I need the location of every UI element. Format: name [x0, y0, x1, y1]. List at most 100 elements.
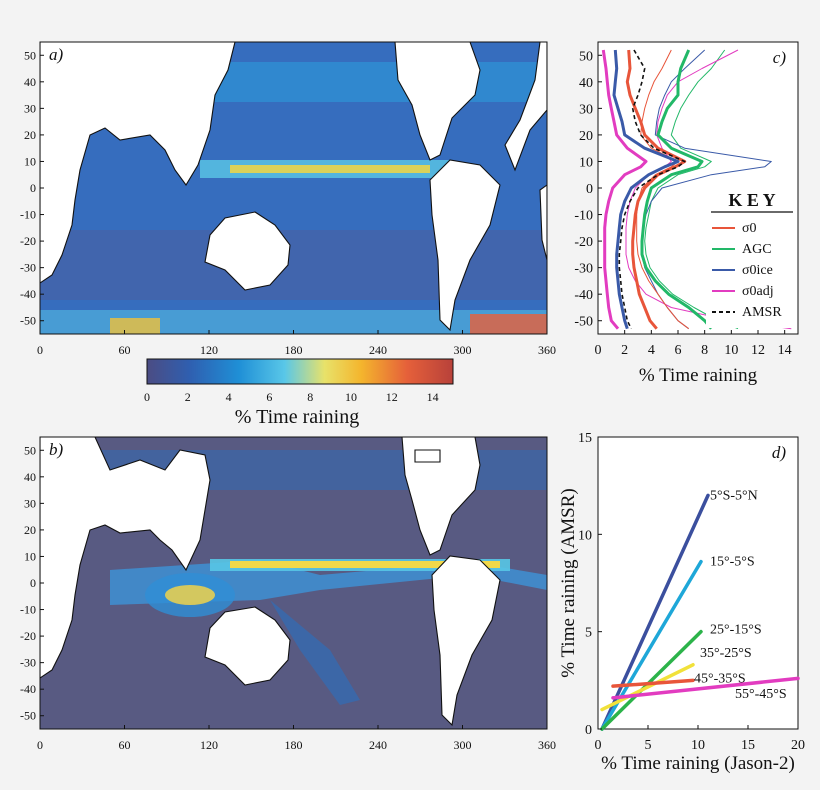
legend-entry-label: AMSR	[742, 305, 782, 320]
colorbar-tick-label: 6	[266, 390, 272, 404]
panel-a-south-patch-1	[110, 318, 160, 334]
regression-line	[611, 678, 695, 688]
y-tick-label: 10	[24, 549, 36, 563]
legend-entry-label: σ0ice	[742, 263, 773, 278]
x-tick-label: 0	[37, 738, 43, 752]
x-tick-label: 10	[724, 343, 738, 358]
x-tick-label: 0	[595, 738, 602, 753]
y-tick-label: 10	[24, 154, 36, 168]
series-label: 45°-35°S	[694, 671, 746, 686]
colorbar-bar	[146, 358, 454, 385]
y-tick-label: 50	[24, 48, 36, 62]
y-tick-label: 20	[24, 523, 36, 537]
x-tick-label: 20	[791, 738, 805, 753]
series-line-0-thin	[636, 49, 689, 330]
colorbar: 0 2 4 6 8 10 12 14 % Time raining	[144, 358, 454, 428]
colorbar-tick-label: 2	[185, 390, 191, 404]
panel-b-y-ticks: 50 40 30 20 10 0 -10 -20 -30 -40 -50	[20, 443, 44, 723]
y-tick-label: 30	[24, 101, 36, 115]
x-tick-label: 14	[778, 343, 792, 358]
panel-b-maritime-core	[165, 585, 215, 605]
panel-c-profile: c) 0 2 4 6 8 10 12 14 50 40 30 20 10 0 -10 -20 -30 -40 -5…	[574, 41, 799, 386]
panel-a-y-ticks: 50 40 30 20 10 0 -10 -20 -30 -40 -50	[20, 48, 44, 328]
panel-d-scatter: 5°S-5°N15°-5°S25°-15°S35°-25°S45°-35°S55…	[558, 431, 805, 774]
x-tick-label: 120	[200, 738, 218, 752]
x-tick-label: 12	[751, 343, 765, 358]
panel-d-series: 5°S-5°N 15°-5°S 25°-15°S 35°-25°S 45°-35°S55…	[600, 488, 800, 731]
series-label: 55°-45°S	[735, 687, 787, 702]
y-tick-label: 40	[579, 76, 593, 91]
panel-c-label: c)	[773, 48, 787, 67]
series-label: 15°-5°S	[710, 554, 755, 569]
legend-background	[706, 182, 796, 328]
y-tick-label: 5	[585, 626, 592, 641]
x-tick-label: 360	[538, 343, 556, 357]
y-tick-label: 40	[24, 75, 36, 89]
panel-b-x-ticks: 0 60 120 180 240 300 360	[37, 725, 556, 752]
y-tick-label: -40	[20, 287, 36, 301]
colorbar-tick-label: 8	[307, 390, 313, 404]
series-line-0ice	[612, 49, 680, 330]
panel-a-land	[40, 42, 547, 332]
regression-line	[600, 629, 703, 731]
panel-b-map: b) 0 60 120 180 240 300 360 50 40 30 20 10 0 -10 -20 -…	[20, 436, 556, 752]
y-tick-label: -50	[20, 709, 36, 723]
series-label: 5°S-5°N	[710, 488, 758, 503]
series-line-AMSR-thin	[618, 49, 686, 330]
y-tick-label: -20	[20, 629, 36, 643]
colorbar-tick-label: 14	[427, 390, 439, 404]
panel-a-itcz-core	[230, 165, 430, 173]
x-tick-label: 0	[37, 343, 43, 357]
x-tick-label: 240	[369, 738, 387, 752]
y-tick-label: 0	[30, 181, 36, 195]
series-line-0adj	[601, 49, 648, 330]
panel-c-y-ticks: 50 40 30 20 10 0 -10 -20 -30 -40 -50	[574, 49, 602, 330]
x-tick-label: 5	[645, 738, 652, 753]
y-tick-label: 20	[579, 129, 593, 144]
y-tick-label: 30	[24, 496, 36, 510]
y-tick-label: 20	[24, 128, 36, 142]
x-tick-label: 360	[538, 738, 556, 752]
y-tick-label: -20	[574, 235, 593, 250]
y-tick-label: -40	[574, 288, 593, 303]
y-tick-label: -40	[20, 682, 36, 696]
regression-line	[611, 676, 800, 700]
x-tick-label: 2	[621, 343, 628, 358]
panel-a-south-patch-2	[470, 314, 547, 334]
series-line-AGC	[640, 49, 713, 330]
panel-a-x-ticks: 0 60 120 180 240 300 360	[37, 330, 556, 357]
series-line-0	[625, 49, 687, 330]
series-line-0ice-thin	[641, 49, 772, 330]
y-tick-label: -10	[20, 603, 36, 617]
x-tick-label: 0	[595, 343, 602, 358]
y-tick-label: 50	[579, 49, 593, 64]
panel-b-label: b)	[49, 440, 64, 459]
colorbar-label: % Time raining	[235, 406, 359, 428]
x-tick-label: 10	[691, 738, 705, 753]
y-tick-label: 10	[578, 528, 592, 543]
y-tick-label: -50	[20, 314, 36, 328]
panel-d-ylabel: % Time raining (AMSR)	[558, 488, 579, 678]
panel-d-y-ticks: 0 5 10 15	[578, 431, 602, 738]
legend-entry-label: σ0adj	[742, 284, 774, 299]
panel-c-x-ticks: 0 2 4 6 8 10 12 14	[595, 330, 792, 358]
regression-line	[600, 663, 695, 712]
y-tick-label: -30	[574, 262, 593, 277]
series-label: 25°-15°S	[710, 623, 762, 638]
series-label: 35°-25°S	[700, 646, 752, 661]
colorbar-tick-label: 10	[345, 390, 357, 404]
panel-b-spcz	[270, 600, 360, 705]
y-tick-label: 50	[24, 443, 36, 457]
legend-entry-label: σ0	[742, 221, 757, 236]
y-tick-label: -30	[20, 656, 36, 670]
x-tick-label: 240	[369, 343, 387, 357]
series-line-AGC-thin	[644, 49, 739, 330]
y-tick-label: -10	[20, 208, 36, 222]
x-tick-label: 15	[741, 738, 755, 753]
y-tick-label: 0	[585, 723, 592, 738]
y-tick-label: -50	[574, 315, 593, 330]
panel-d-x-ticks: 0 5 10 15 20	[595, 725, 805, 753]
colorbar-tick-label: 4	[226, 390, 232, 404]
y-tick-label: 0	[586, 182, 593, 197]
